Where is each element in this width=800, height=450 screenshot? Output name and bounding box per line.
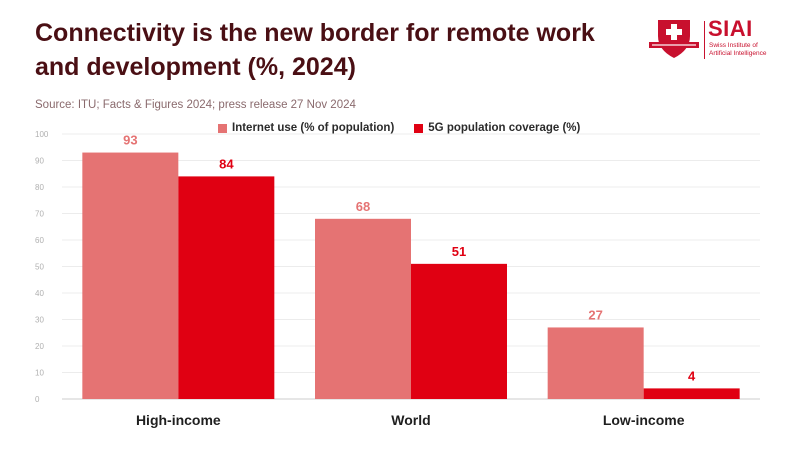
source-note: Source: ITU; Facts & Figures 2024; press… [35, 99, 356, 111]
bar [315, 218, 411, 399]
data-label: 27 [588, 307, 602, 322]
siai-logo: SIAI Swiss Institute of Artificial Intel… [648, 16, 768, 62]
chart-legend: Internet use (% of population) 5G popula… [218, 122, 580, 134]
bar [411, 263, 507, 399]
data-label: 93 [123, 133, 137, 148]
legend-swatch-5g [414, 123, 424, 133]
legend-item-internet: Internet use (% of population) [218, 122, 394, 134]
swiss-cross-shield-icon [649, 20, 699, 58]
legend-item-5g: 5G population coverage (%) [414, 122, 580, 134]
x-tick-label: Low-income [603, 412, 685, 428]
y-tick-label: 50 [35, 263, 44, 272]
data-label: 4 [688, 368, 696, 383]
legend-label-5g: 5G population coverage (%) [428, 122, 581, 134]
legend-label-internet: Internet use (% of population) [232, 122, 395, 134]
y-tick-label: 10 [35, 369, 44, 378]
y-tick-label: 0 [35, 395, 40, 404]
chart-title: Connectivity is the new border for remot… [35, 19, 595, 81]
y-tick-label: 100 [35, 130, 49, 139]
bar [547, 327, 644, 399]
bar [643, 388, 740, 399]
data-label: 51 [452, 244, 466, 259]
logo-name: SIAI [708, 16, 753, 41]
bar [82, 152, 179, 399]
y-tick-label: 30 [35, 316, 44, 325]
logo-divider [704, 21, 705, 59]
y-tick-label: 20 [35, 342, 44, 351]
x-tick-label: High-income [136, 412, 221, 428]
x-tick-label: World [391, 412, 430, 428]
data-label: 68 [356, 199, 370, 214]
data-label: 84 [219, 156, 234, 171]
y-tick-label: 60 [35, 236, 44, 245]
y-tick-label: 80 [35, 183, 44, 192]
y-tick-label: 70 [35, 210, 44, 219]
y-tick-label: 40 [35, 289, 44, 298]
logo-subtitle: Swiss Institute of Artificial Intelligen… [709, 42, 767, 57]
legend-swatch-internet [218, 123, 227, 133]
bar [178, 176, 275, 399]
y-tick-label: 90 [35, 157, 44, 166]
